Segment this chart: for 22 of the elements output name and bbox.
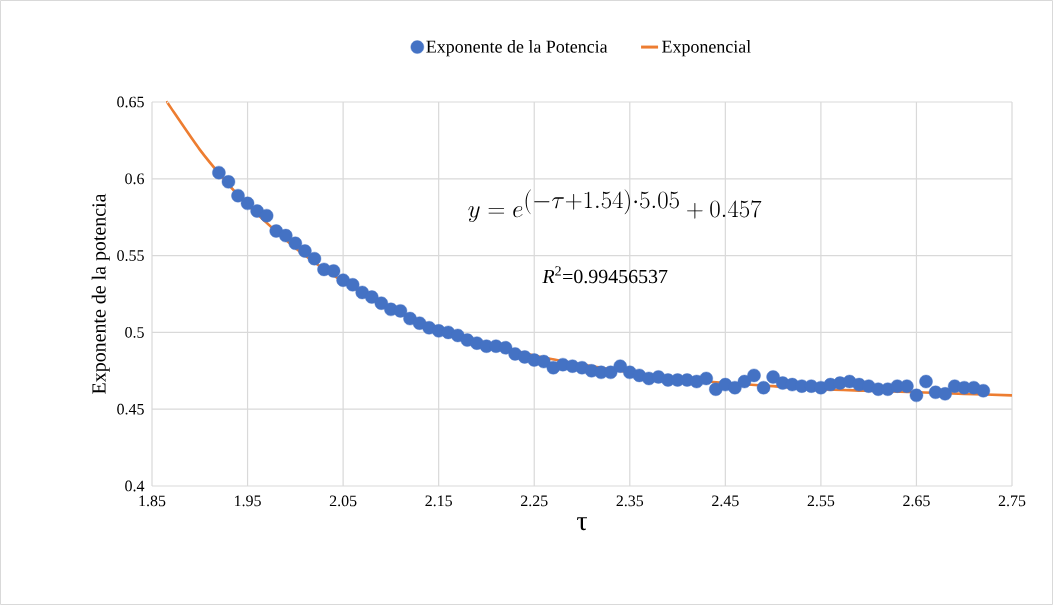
y-tick-label: 0.65 bbox=[117, 96, 144, 108]
x-tick-label: 2.65 bbox=[903, 495, 930, 507]
x-tick-label: 1.85 bbox=[139, 495, 166, 507]
annotation: $y=e^{(-\tau+1.54)\cdot 5.05}+0.457$ bbox=[468, 189, 762, 223]
y-tick-label: 0.55 bbox=[117, 250, 144, 261]
x-tick-label: 2.25 bbox=[520, 495, 548, 507]
y-tick-label: 0.6 bbox=[125, 173, 145, 185]
x-tick-label: 2.15 bbox=[425, 495, 452, 507]
x-tick-label: 2.35 bbox=[616, 495, 644, 507]
y-axis-title: Exponente de la potencia bbox=[91, 193, 110, 394]
x-tick-label: 2.55 bbox=[807, 495, 835, 507]
x-axis-title: τ bbox=[577, 517, 587, 531]
y-tick-label: 0.5 bbox=[125, 326, 144, 338]
y-tick-label: 0.4 bbox=[125, 480, 145, 492]
annotation: R$^{2}$=0.99456537 bbox=[542, 266, 668, 284]
legend-label: Exponente de la Potencia bbox=[426, 40, 608, 57]
x-tick-label: 1.95 bbox=[235, 495, 261, 507]
x-tick-label: 2.05 bbox=[329, 495, 357, 507]
x-tick-label: 2.45 bbox=[712, 495, 739, 507]
y-tick-label: 0.45 bbox=[117, 403, 144, 415]
x-tick-label: 2.75 bbox=[998, 495, 1026, 507]
legend-label: Exponencial bbox=[662, 40, 751, 57]
